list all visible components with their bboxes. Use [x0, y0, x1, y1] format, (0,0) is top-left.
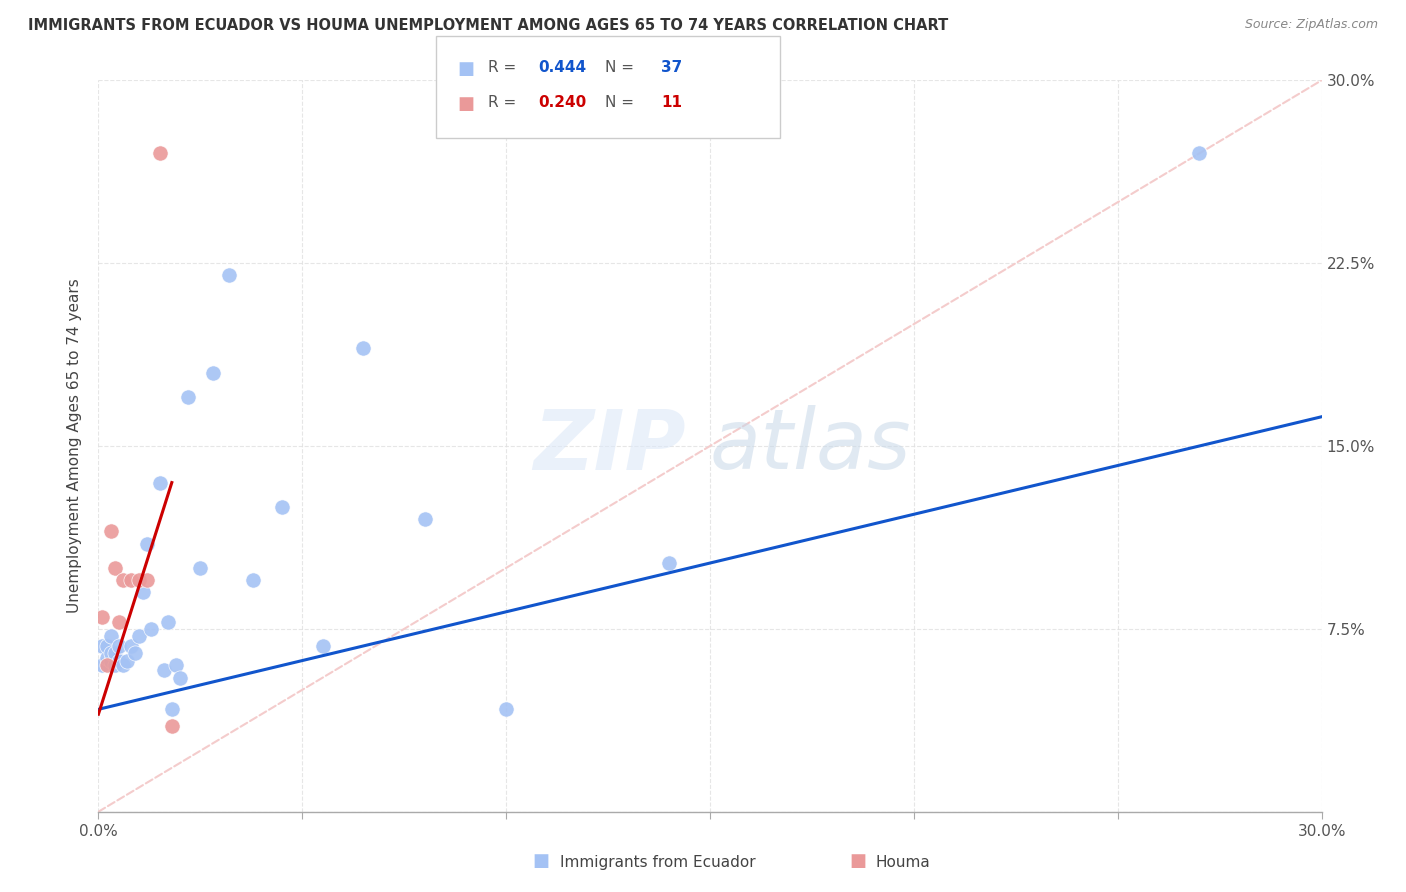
Point — [160, 702, 183, 716]
Point — [108, 654, 131, 668]
Point — [104, 561, 127, 575]
Text: IMMIGRANTS FROM ECUADOR VS HOUMA UNEMPLOYMENT AMONG AGES 65 TO 74 YEARS CORRELAT: IMMIGRANTS FROM ECUADOR VS HOUMA UNEMPLO… — [28, 18, 949, 33]
Text: atlas: atlas — [710, 406, 911, 486]
Point — [169, 671, 191, 685]
Text: N =: N = — [605, 95, 638, 111]
Text: Houma: Houma — [876, 855, 931, 870]
Point — [413, 512, 436, 526]
Point — [120, 573, 142, 587]
Point — [100, 654, 122, 668]
Text: ■: ■ — [533, 852, 550, 870]
Point — [658, 556, 681, 570]
Text: R =: R = — [488, 95, 522, 111]
Point — [120, 639, 142, 653]
Text: ZIP: ZIP — [533, 406, 686, 486]
Point — [270, 500, 294, 514]
Text: 11: 11 — [661, 95, 682, 111]
Point — [100, 646, 122, 660]
Text: 0.240: 0.240 — [538, 95, 586, 111]
Point — [136, 536, 159, 550]
Point — [149, 146, 172, 161]
Point — [160, 719, 183, 733]
Point — [312, 639, 335, 653]
Text: Immigrants from Ecuador: Immigrants from Ecuador — [560, 855, 755, 870]
Point — [495, 702, 517, 716]
Point — [177, 390, 200, 404]
Text: 37: 37 — [661, 60, 682, 75]
Point — [96, 658, 118, 673]
Point — [91, 639, 114, 653]
Text: R =: R = — [488, 60, 522, 75]
Point — [91, 609, 114, 624]
Point — [352, 342, 374, 356]
Text: ■: ■ — [457, 60, 474, 78]
Y-axis label: Unemployment Among Ages 65 to 74 years: Unemployment Among Ages 65 to 74 years — [67, 278, 83, 614]
Point — [115, 654, 138, 668]
Point — [156, 615, 179, 629]
Point — [104, 646, 127, 660]
Point — [132, 585, 155, 599]
Point — [104, 658, 127, 673]
Point — [111, 658, 134, 673]
Point — [128, 573, 150, 587]
Point — [149, 475, 172, 490]
Point — [108, 615, 131, 629]
Point — [188, 561, 212, 575]
Point — [111, 573, 134, 587]
Point — [91, 658, 114, 673]
Point — [1188, 146, 1211, 161]
Point — [128, 629, 150, 643]
Text: 0.444: 0.444 — [538, 60, 586, 75]
Point — [152, 663, 174, 677]
Point — [96, 639, 118, 653]
Text: ■: ■ — [457, 95, 474, 113]
Point — [218, 268, 240, 283]
Point — [96, 651, 118, 665]
Point — [141, 622, 163, 636]
Text: ■: ■ — [849, 852, 866, 870]
Point — [100, 629, 122, 643]
Point — [165, 658, 187, 673]
Point — [136, 573, 159, 587]
Point — [242, 573, 264, 587]
Point — [100, 524, 122, 539]
Point — [124, 646, 146, 660]
Point — [201, 366, 224, 380]
Text: N =: N = — [605, 60, 638, 75]
Point — [108, 639, 131, 653]
Text: Source: ZipAtlas.com: Source: ZipAtlas.com — [1244, 18, 1378, 31]
